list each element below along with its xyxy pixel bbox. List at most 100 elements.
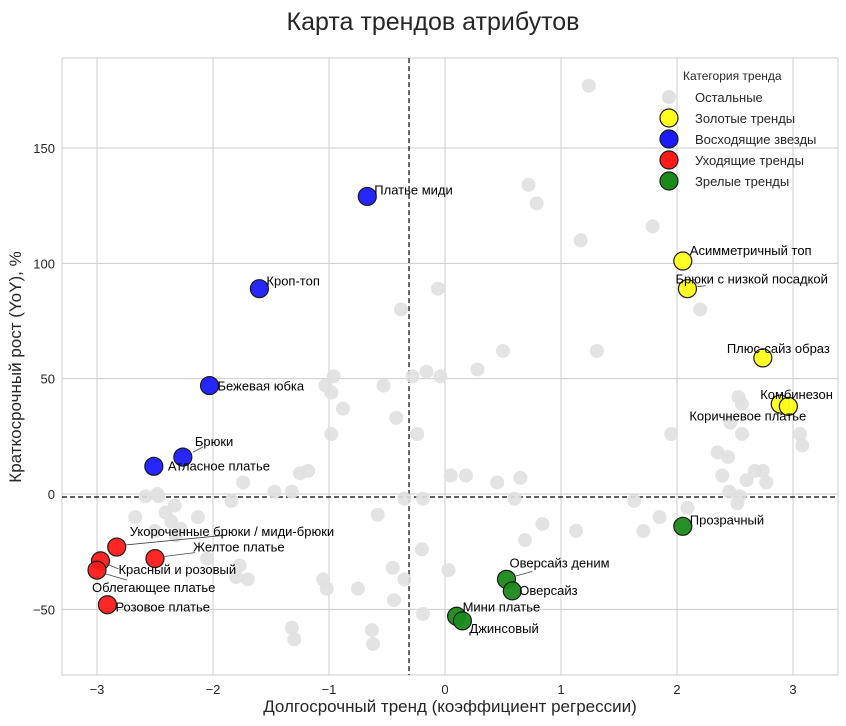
reference-lines <box>62 58 838 675</box>
point-other <box>507 491 522 506</box>
point-annotations: Асимметричный топ Брюки с низкой посадкой… <box>92 182 833 635</box>
point-other <box>415 491 430 506</box>
point-label: Розовое платье <box>115 600 210 615</box>
point-other <box>267 484 282 499</box>
annotation-leader-line <box>192 446 204 453</box>
point-label: Оверсайз деним <box>509 555 609 570</box>
point-other <box>715 468 730 483</box>
point-other <box>151 489 166 504</box>
point-3-0 <box>673 516 693 536</box>
point-label: Плюс-сайз образ <box>727 341 830 356</box>
point-1-4 <box>144 456 164 476</box>
legend-entry-label: Зрелые тренды <box>695 174 789 189</box>
point-0-1 <box>677 279 698 299</box>
point-other <box>148 523 162 538</box>
point-other <box>636 523 651 538</box>
annotation-leader-line <box>697 285 706 288</box>
point-other <box>581 78 596 93</box>
point-label: Комбинезон <box>760 387 833 402</box>
point-other <box>284 620 299 635</box>
point-other <box>366 636 381 651</box>
point-label: Оверсайз <box>519 583 577 598</box>
point-other <box>319 581 334 596</box>
point-other <box>443 468 458 483</box>
point-other <box>397 572 412 587</box>
point-label: Желтое платье <box>193 540 285 555</box>
point-label: Бежевая юбка <box>218 379 305 394</box>
point-other <box>232 558 247 573</box>
x-tick-label: −2 <box>206 682 221 697</box>
annotation-leader-line <box>106 563 119 570</box>
point-other <box>224 493 239 508</box>
point-other <box>645 219 660 234</box>
point-other <box>730 496 745 511</box>
point-other <box>236 475 251 490</box>
point-other <box>335 401 350 416</box>
point-other <box>431 281 446 296</box>
point-label: Брюки <box>195 434 233 449</box>
x-axis-label: Долгосрочный тренд (коэффициент регресси… <box>263 697 637 716</box>
point-2-3 <box>87 560 107 580</box>
point-other <box>287 632 302 647</box>
point-other <box>414 542 429 557</box>
point-other <box>652 510 667 525</box>
y-tick-label: 50 <box>41 372 55 387</box>
x-tick-label: −1 <box>322 682 337 697</box>
point-other <box>664 427 679 442</box>
point-other <box>795 438 810 453</box>
point-other <box>569 523 584 538</box>
point-2-1 <box>145 548 165 569</box>
point-other <box>370 507 385 522</box>
point-other <box>693 302 708 317</box>
point-other <box>734 427 749 442</box>
point-3-4 <box>452 611 472 631</box>
point-other <box>190 510 205 525</box>
point-other <box>364 623 379 638</box>
annotation-leader-line <box>162 552 196 557</box>
point-2-4 <box>97 595 118 615</box>
legend-entry-label: Восходящие звезды <box>695 132 816 147</box>
point-other <box>240 572 255 587</box>
x-tick-label: −3 <box>90 682 105 697</box>
point-label: Красный и розовый <box>118 562 236 577</box>
point-other <box>529 196 544 211</box>
point-other <box>410 427 425 442</box>
y-tick-label: 150 <box>33 141 55 156</box>
y-tick-labels: −50 0 50 100 150 <box>33 141 55 617</box>
point-other <box>415 606 430 621</box>
point-1-3 <box>173 447 193 467</box>
point-label: Брюки с низкой посадкой <box>675 272 827 287</box>
point-label: Коричневое платье <box>689 408 806 423</box>
point-other <box>627 493 642 508</box>
point-other <box>433 369 448 384</box>
y-tick-label: 0 <box>48 487 55 502</box>
point-other <box>759 475 774 490</box>
point-other <box>723 415 738 430</box>
point-label: Платье миди <box>374 182 453 197</box>
x-tick-labels: −3 −2 −1 0 1 2 3 <box>90 682 797 697</box>
point-other <box>755 463 770 478</box>
point-other <box>397 491 412 506</box>
legend-entry-label: Уходящие тренды <box>695 153 804 168</box>
y-axis-label: Краткосрочный рост (YoY), % <box>6 251 25 482</box>
legend: Категория тренда Остальные Золотые тренды… <box>659 69 816 191</box>
point-other <box>386 593 401 608</box>
point-0-2 <box>753 348 773 368</box>
point-other <box>710 445 725 460</box>
point-other <box>680 500 695 515</box>
point-other <box>734 397 749 412</box>
point-other <box>722 484 737 499</box>
point-label: Асимметричный топ <box>690 243 812 258</box>
point-other <box>441 563 456 578</box>
point-other <box>518 533 533 548</box>
point-other <box>284 484 299 499</box>
point-2-0 <box>107 537 127 557</box>
point-label: Укороченные брюки / миди-брюки <box>130 524 334 539</box>
chart-title: Карта трендов атрибутов <box>287 8 580 36</box>
point-label: Кроп-топ <box>266 274 319 289</box>
point-other <box>496 343 510 358</box>
legend-marker <box>659 150 679 170</box>
point-other <box>535 516 550 531</box>
point-other <box>389 410 404 425</box>
